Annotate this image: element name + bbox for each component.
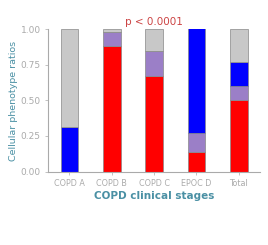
Bar bbox=[188, 15, 205, 22]
Bar bbox=[230, 86, 248, 100]
Bar bbox=[188, 133, 205, 152]
Bar bbox=[103, 29, 121, 32]
Bar bbox=[145, 76, 163, 172]
Bar bbox=[230, 62, 248, 86]
Bar bbox=[103, 47, 121, 172]
Title: p < 0.0001: p < 0.0001 bbox=[125, 17, 183, 27]
Bar bbox=[230, 100, 248, 172]
X-axis label: COPD clinical stages: COPD clinical stages bbox=[94, 191, 214, 201]
Bar bbox=[145, 51, 163, 76]
Y-axis label: Cellular phenotype ratios: Cellular phenotype ratios bbox=[9, 40, 18, 160]
Bar bbox=[145, 29, 163, 51]
Bar bbox=[103, 32, 121, 47]
Bar bbox=[61, 127, 78, 172]
Bar bbox=[188, 22, 205, 133]
Bar bbox=[61, 29, 78, 127]
Bar bbox=[188, 152, 205, 172]
Bar bbox=[230, 29, 248, 62]
